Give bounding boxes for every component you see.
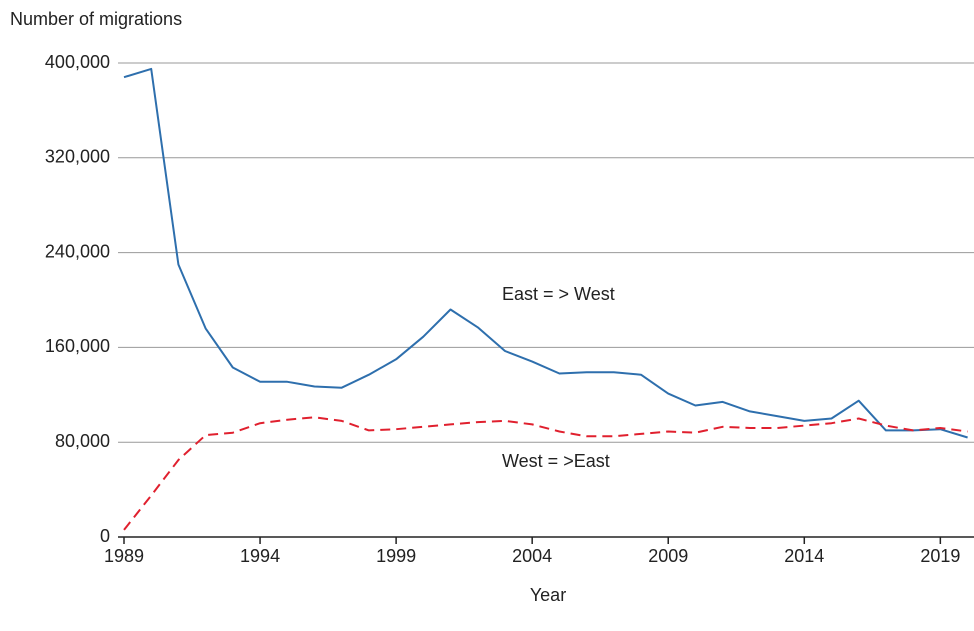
- x-tick-label: 2004: [512, 546, 552, 566]
- series-line: [123, 67, 968, 439]
- y-tick-label: 320,000: [45, 147, 110, 167]
- series-label: East = > West: [502, 284, 615, 304]
- y-tick-label: 240,000: [45, 241, 110, 261]
- y-tick-label: 160,000: [45, 336, 110, 356]
- x-tick-label: 2019: [920, 546, 960, 566]
- y-tick-label: 400,000: [45, 52, 110, 72]
- x-tick-label: 2014: [784, 546, 824, 566]
- series-label: West = >East: [502, 451, 610, 471]
- x-axis-title: Year: [530, 585, 566, 605]
- y-axis-title: Number of migrations: [10, 9, 182, 29]
- x-tick-label: 2009: [648, 546, 688, 566]
- x-tick-label: 1994: [240, 546, 280, 566]
- x-tick-label: 1989: [104, 546, 144, 566]
- x-tick-label: 1999: [376, 546, 416, 566]
- y-tick-label: 80,000: [55, 431, 110, 451]
- series-line: [123, 416, 968, 531]
- y-tick-label: 0: [100, 526, 110, 546]
